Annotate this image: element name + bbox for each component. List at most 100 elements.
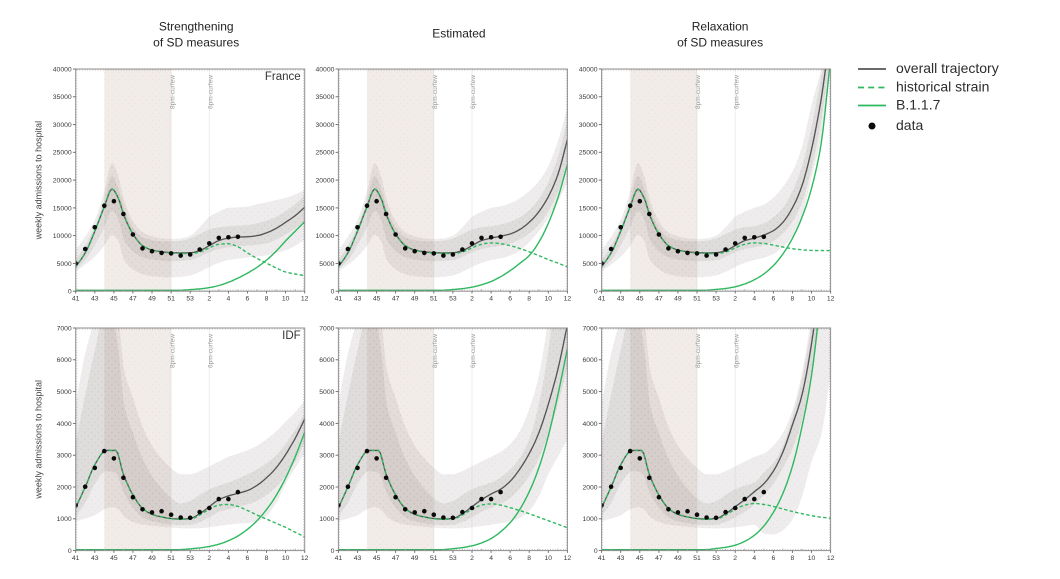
svg-text:8: 8	[265, 296, 269, 303]
svg-text:6pm-curfew: 6pm-curfew	[470, 334, 477, 368]
svg-text:5000: 5000	[57, 389, 72, 396]
svg-text:8pm-curfew: 8pm-curfew	[432, 334, 439, 368]
svg-text:25000: 25000	[579, 150, 598, 157]
svg-text:0: 0	[331, 289, 335, 296]
svg-text:4: 4	[489, 555, 493, 562]
svg-text:10: 10	[808, 555, 816, 562]
svg-text:12: 12	[564, 296, 572, 303]
svg-text:45: 45	[373, 296, 381, 303]
svg-text:0: 0	[68, 548, 72, 555]
svg-text:10000: 10000	[53, 233, 72, 240]
svg-text:2: 2	[733, 296, 737, 303]
svg-text:8pm-curfew: 8pm-curfew	[695, 75, 702, 109]
svg-text:47: 47	[392, 555, 400, 562]
svg-text:43: 43	[617, 296, 625, 303]
svg-text:8: 8	[527, 555, 531, 562]
svg-text:15000: 15000	[53, 205, 72, 212]
svg-text:45: 45	[636, 555, 644, 562]
svg-text:4: 4	[752, 296, 756, 303]
svg-text:41: 41	[598, 296, 606, 303]
svg-text:8pm-curfew: 8pm-curfew	[169, 75, 176, 109]
svg-text:53: 53	[449, 296, 457, 303]
svg-text:43: 43	[91, 555, 99, 562]
svg-text:10000: 10000	[579, 233, 598, 240]
svg-text:10: 10	[808, 296, 816, 303]
svg-text:51: 51	[167, 296, 175, 303]
svg-text:30000: 30000	[315, 122, 334, 129]
svg-text:weekly admissions to hospital: weekly admissions to hospital	[34, 121, 44, 241]
svg-text:49: 49	[148, 296, 156, 303]
svg-text:53: 53	[186, 555, 194, 562]
svg-text:2000: 2000	[319, 484, 334, 491]
svg-text:2000: 2000	[582, 484, 597, 491]
svg-text:35000: 35000	[579, 94, 598, 101]
svg-text:6000: 6000	[582, 357, 597, 364]
svg-text:49: 49	[674, 555, 682, 562]
svg-text:7000: 7000	[319, 325, 334, 332]
svg-text:4: 4	[489, 296, 493, 303]
svg-text:IDF: IDF	[282, 330, 301, 342]
svg-text:6: 6	[772, 555, 776, 562]
svg-text:3000: 3000	[319, 453, 334, 460]
svg-text:47: 47	[129, 555, 137, 562]
svg-text:10: 10	[282, 296, 290, 303]
svg-text:53: 53	[449, 555, 457, 562]
svg-text:8pm-curfew: 8pm-curfew	[169, 334, 176, 368]
svg-text:6: 6	[246, 296, 250, 303]
svg-text:6pm-curfew: 6pm-curfew	[733, 334, 740, 368]
svg-text:2: 2	[470, 555, 474, 562]
svg-text:Estimated: Estimated	[432, 27, 485, 41]
svg-text:15000: 15000	[579, 205, 598, 212]
svg-text:6pm-curfew: 6pm-curfew	[733, 75, 740, 109]
svg-text:8pm-curfew: 8pm-curfew	[695, 334, 702, 368]
svg-text:8pm-curfew: 8pm-curfew	[432, 75, 439, 109]
svg-text:5000: 5000	[319, 389, 334, 396]
svg-text:0: 0	[594, 548, 598, 555]
svg-text:2: 2	[733, 555, 737, 562]
svg-text:25000: 25000	[53, 150, 72, 157]
svg-text:8: 8	[791, 555, 795, 562]
svg-text:49: 49	[411, 296, 419, 303]
svg-text:4: 4	[227, 555, 231, 562]
svg-text:8: 8	[527, 296, 531, 303]
svg-text:41: 41	[72, 555, 80, 562]
svg-text:47: 47	[655, 555, 663, 562]
svg-text:20000: 20000	[53, 178, 72, 185]
svg-text:49: 49	[148, 555, 156, 562]
svg-text:53: 53	[186, 296, 194, 303]
svg-text:47: 47	[655, 296, 663, 303]
svg-text:1000: 1000	[582, 516, 597, 523]
svg-text:51: 51	[693, 555, 701, 562]
svg-text:40000: 40000	[53, 66, 72, 73]
svg-text:45: 45	[110, 555, 118, 562]
svg-text:0: 0	[331, 548, 335, 555]
svg-text:45: 45	[636, 296, 644, 303]
svg-text:historical strain: historical strain	[896, 79, 989, 95]
svg-text:5000: 5000	[582, 389, 597, 396]
svg-text:35000: 35000	[315, 94, 334, 101]
svg-text:47: 47	[392, 296, 400, 303]
svg-text:5000: 5000	[582, 261, 597, 268]
svg-text:40000: 40000	[579, 66, 598, 73]
svg-text:Strengthening: Strengthening	[159, 20, 234, 34]
svg-text:12: 12	[827, 555, 835, 562]
svg-text:20000: 20000	[579, 178, 598, 185]
svg-text:12: 12	[564, 555, 572, 562]
svg-text:France: France	[265, 71, 301, 83]
svg-text:30000: 30000	[53, 122, 72, 129]
svg-text:7000: 7000	[57, 325, 72, 332]
svg-text:7000: 7000	[582, 325, 597, 332]
svg-text:20000: 20000	[315, 178, 334, 185]
svg-text:40000: 40000	[315, 66, 334, 73]
svg-text:10: 10	[545, 296, 553, 303]
svg-text:4000: 4000	[319, 421, 334, 428]
svg-text:12: 12	[301, 555, 309, 562]
svg-text:of SD measures: of SD measures	[677, 36, 763, 50]
svg-text:6: 6	[508, 296, 512, 303]
svg-text:1000: 1000	[57, 516, 72, 523]
svg-text:49: 49	[674, 296, 682, 303]
svg-text:overall trajectory: overall trajectory	[896, 60, 999, 76]
svg-text:47: 47	[129, 296, 137, 303]
svg-text:43: 43	[354, 555, 362, 562]
svg-text:41: 41	[335, 555, 343, 562]
